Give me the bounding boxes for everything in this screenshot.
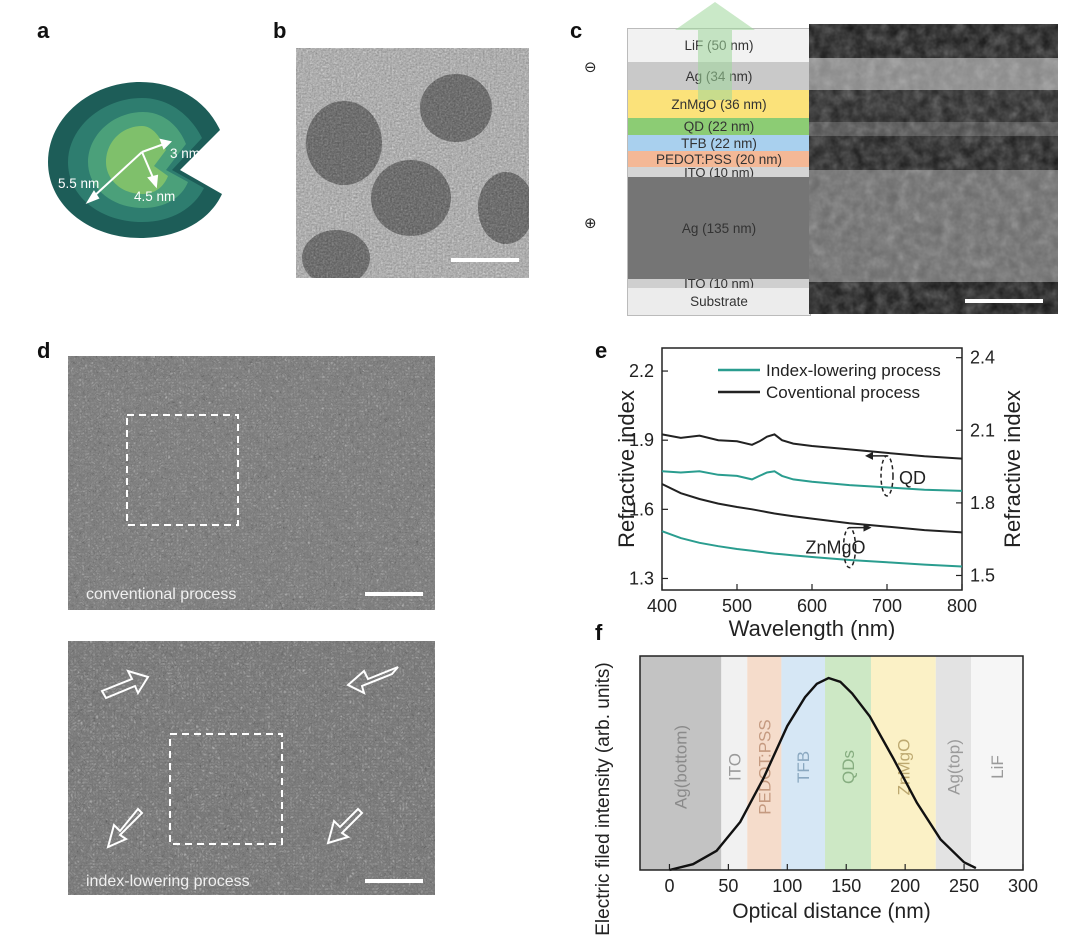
arrow-top-right bbox=[346, 666, 399, 695]
x-tick-label-250: 250 bbox=[949, 876, 979, 896]
sem-top-scale-bar bbox=[365, 592, 423, 596]
x-tick-label-150: 150 bbox=[831, 876, 861, 896]
y-right-tick-label-1.5: 1.5 bbox=[970, 565, 995, 585]
annotation-znmgo: ZnMgO bbox=[806, 538, 866, 558]
cross-section-texture bbox=[809, 24, 1058, 314]
tem-image bbox=[296, 48, 529, 278]
layer-substrate: Substrate bbox=[628, 288, 810, 315]
region-label-6: Ag(top) bbox=[944, 739, 963, 795]
region-label-4: QDs bbox=[839, 750, 858, 784]
region-4 bbox=[825, 656, 871, 870]
x-tick-label-50: 50 bbox=[718, 876, 738, 896]
region-5 bbox=[870, 656, 936, 870]
sem-bottom-scale-bar bbox=[365, 879, 423, 883]
x-tick-label-300: 300 bbox=[1008, 876, 1038, 896]
panel-letter-d: d bbox=[37, 338, 51, 363]
layer-ito-bottom: ITO (10 nm) bbox=[628, 276, 810, 291]
series-line-znmgo-2 bbox=[661, 483, 963, 534]
x-tick-label-200: 200 bbox=[890, 876, 920, 896]
plot-frame bbox=[639, 655, 1024, 871]
qd-schematic: 5.5 nm 4.5 nm 3 nm bbox=[48, 82, 222, 238]
label-conventional-process: conventional process bbox=[86, 586, 237, 603]
qd-group-ellipse bbox=[880, 455, 894, 497]
cross-section-image bbox=[809, 24, 1058, 314]
region-6 bbox=[935, 656, 972, 870]
tem-texture bbox=[296, 48, 529, 278]
panel-letter-e: e bbox=[595, 338, 608, 363]
zoom-box-conventional bbox=[126, 414, 239, 526]
label-index-lowering-process: index-lowering process bbox=[86, 873, 250, 890]
sem-index-lowering: index-lowering process bbox=[68, 641, 435, 895]
label-5-5nm: 5.5 nm bbox=[58, 176, 99, 191]
x-tick-label-400: 400 bbox=[647, 596, 677, 616]
minus-electrode-sign: ⊖ bbox=[584, 59, 597, 76]
panel-letter-a: a bbox=[37, 18, 50, 43]
y-right-tick-label-2.1: 2.1 bbox=[970, 420, 995, 440]
layer-ito-top: ITO (10 nm) bbox=[628, 165, 810, 180]
emission-arrow bbox=[675, 2, 755, 100]
layer-qd: QD (22 nm) bbox=[628, 118, 810, 135]
series-line-qd-0 bbox=[661, 433, 963, 460]
series-line-qd-1 bbox=[661, 470, 963, 492]
y-axis-label: Refractive index bbox=[614, 390, 639, 548]
y-axis-label-right: Refractive index bbox=[1000, 390, 1025, 548]
arrows-group bbox=[100, 666, 399, 849]
x-tick-label-500: 500 bbox=[722, 596, 752, 616]
y-right-tick-label-1.8: 1.8 bbox=[970, 493, 995, 513]
y-tick-label-1.6: 1.6 bbox=[629, 499, 654, 519]
annotation-qd: QD bbox=[899, 468, 926, 488]
y-tick-label-2.2: 2.2 bbox=[629, 361, 654, 381]
region-label-2: PEDOT:PSS bbox=[755, 719, 774, 814]
plus-electrode-sign: ⊕ bbox=[584, 215, 597, 232]
sem-conventional: conventional process bbox=[68, 356, 435, 610]
arrow-bottom-left bbox=[106, 807, 144, 849]
region-label-7: LiF bbox=[988, 755, 1007, 779]
x-axis-label: Wavelength (nm) bbox=[729, 616, 896, 640]
region-1 bbox=[721, 656, 748, 870]
region-label-3: TFB bbox=[794, 751, 813, 783]
sem-conventional-texture bbox=[68, 356, 435, 610]
region-label-5: ZnMgO bbox=[894, 739, 913, 796]
series-line-znmgo-3 bbox=[661, 530, 963, 568]
layer-ag-bottom: Ag (135 nm) bbox=[628, 177, 810, 279]
y-tick-label-1.9: 1.9 bbox=[629, 430, 654, 450]
y-right-tick-label-2.4: 2.4 bbox=[970, 348, 995, 368]
region-label-0: Ag(bottom) bbox=[672, 725, 691, 809]
field-curve bbox=[669, 676, 977, 872]
device-stack: LiF (50 nm) Ag (34 nm) ZnMgO (36 nm) QD … bbox=[627, 28, 811, 316]
znmgo-arrow-head bbox=[863, 523, 872, 532]
legend-label-1: Coventional process bbox=[766, 383, 920, 402]
cross-section-scale-bar bbox=[965, 299, 1043, 303]
zoom-box-index-lowering bbox=[169, 733, 283, 845]
region-3 bbox=[781, 656, 826, 870]
x-tick-label-600: 600 bbox=[797, 596, 827, 616]
panel-letter-f: f bbox=[595, 620, 603, 645]
x-tick-label-100: 100 bbox=[772, 876, 802, 896]
label-4-5nm: 4.5 nm bbox=[134, 189, 175, 204]
x-axis-label: Optical distance (nm) bbox=[732, 900, 930, 923]
region-2 bbox=[747, 656, 782, 870]
panel-letter-b: b bbox=[273, 18, 287, 43]
tem-scale-bar bbox=[451, 258, 519, 262]
region-0 bbox=[640, 656, 722, 870]
sem-index-lowering-texture bbox=[68, 641, 435, 895]
qd-arrow-head bbox=[865, 451, 873, 460]
x-tick-label-800: 800 bbox=[947, 596, 977, 616]
panel-letter-c: c bbox=[570, 18, 583, 43]
layer-tfb: TFB (22 nm) bbox=[628, 135, 810, 151]
x-tick-label-700: 700 bbox=[872, 596, 902, 616]
y-axis-label: Electric filed intensity (arb. units) bbox=[593, 662, 614, 936]
arrow-bottom-right bbox=[326, 807, 364, 845]
arrow-top-left bbox=[100, 669, 150, 700]
layer-pedot-pss: PEDOT:PSS (20 nm) bbox=[628, 151, 810, 167]
legend-label-0: Index-lowering process bbox=[766, 361, 941, 380]
region-label-1: ITO bbox=[725, 753, 744, 781]
region-7 bbox=[971, 656, 1023, 870]
electric-field-chart: Ag(bottom) ITO PEDOT:PSS TFB QDs ZnMgO Ag(top)… bbox=[593, 655, 1038, 936]
x-tick-label-0: 0 bbox=[664, 876, 674, 896]
label-3nm: 3 nm bbox=[170, 146, 200, 161]
y-tick-label-1.3: 1.3 bbox=[629, 568, 654, 588]
refractive-index-chart: 400 500 600 700 800 1.3 1.6 1.9 2.2 1.5 1.8 2.1 2.4 W… bbox=[614, 347, 1025, 640]
